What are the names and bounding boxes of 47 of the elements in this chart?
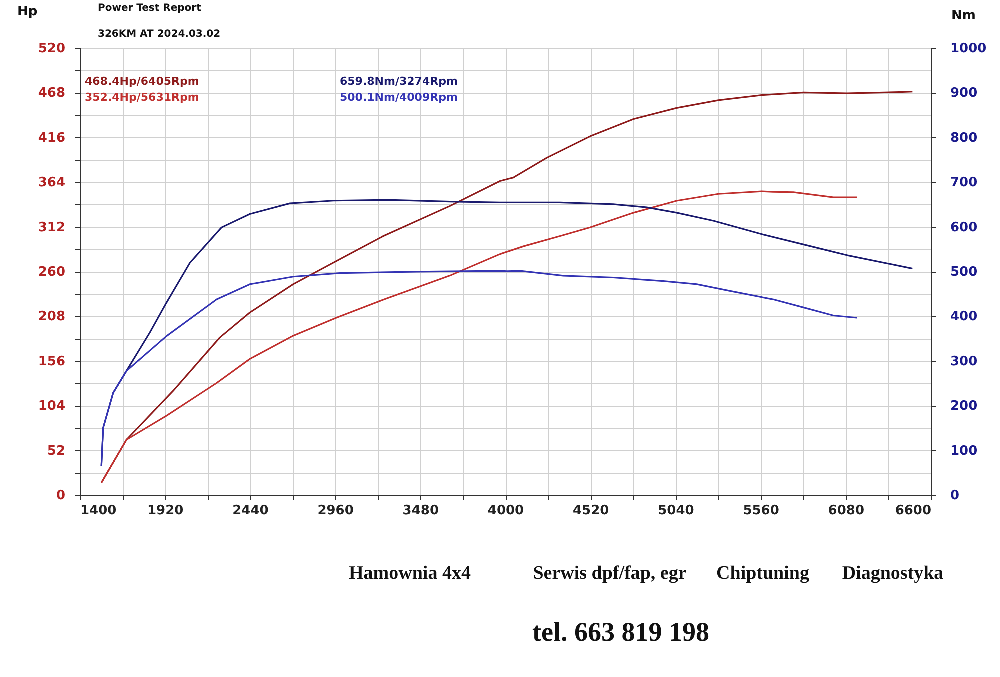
x-tick-label: 3480 <box>402 504 439 518</box>
y-tick-label: 208 <box>38 310 66 325</box>
x-tick-label: 2960 <box>318 504 354 518</box>
y-tick-label: 520 <box>38 42 66 56</box>
chart-subtitle: 326KM AT 2024.03.02 <box>98 29 221 40</box>
text: Hamownia 4x4 <box>349 563 472 584</box>
text: Chiptuning <box>716 563 810 584</box>
y2-tick-label: 1000 <box>950 42 987 56</box>
y2-tick-label: 900 <box>950 86 978 102</box>
text: Diagnostyka <box>842 563 944 584</box>
x-tick-label: 6080 <box>828 504 864 518</box>
y-tick-label: 0 <box>56 488 66 504</box>
x-tick-label: 1920 <box>148 504 184 518</box>
text: tel. 663 819 198 <box>532 617 710 647</box>
text: Serwis dpf/fap, egr <box>533 563 688 584</box>
x-tick-label: 5560 <box>743 504 780 518</box>
y-tick-label: 468 <box>38 86 66 102</box>
y-tick-label: 364 <box>38 176 66 191</box>
y-tick-label: 52 <box>47 444 66 459</box>
y-tick-label: 260 <box>38 265 66 280</box>
x-tick-label: 2440 <box>232 504 269 518</box>
line-series <box>100 270 858 468</box>
annotation: 468.4Hp/6405Rpm <box>85 75 200 88</box>
y2-tick-label: 300 <box>950 354 978 370</box>
y2-tick-label: 500 <box>950 265 978 280</box>
annotation: 659.8Nm/3274Rpm <box>340 75 458 88</box>
x-tick-label: 4000 <box>488 504 524 518</box>
y2-tick-label: 600 <box>950 220 978 236</box>
annotation: 352.4Hp/5631Rpm <box>85 91 200 104</box>
y-tick-label: 104 <box>38 399 66 414</box>
y2-tick-label: 400 <box>950 310 978 325</box>
y-axis-title: Hp <box>18 4 38 20</box>
x-tick-label: 4520 <box>573 504 610 518</box>
chart-title: Power Test Report <box>98 3 202 14</box>
x-tick-label: 5040 <box>658 504 694 518</box>
y-tick-label: 156 <box>38 354 66 370</box>
x-tick-label: 1400 <box>80 504 117 518</box>
annotation: 500.1Nm/4009Rpm <box>340 91 458 104</box>
y-tick-label: 416 <box>38 130 66 146</box>
y2-tick-label: 200 <box>950 399 978 414</box>
x-tick-label: 6600 <box>895 504 932 518</box>
y-tick-label: 312 <box>38 220 66 236</box>
y2-tick-label: 0 <box>950 488 960 504</box>
y2-axis-title: Nm <box>952 8 976 24</box>
y2-tick-label: 700 <box>950 176 978 191</box>
y2-tick-label: 800 <box>950 130 978 146</box>
y2-tick-label: 100 <box>950 444 978 459</box>
